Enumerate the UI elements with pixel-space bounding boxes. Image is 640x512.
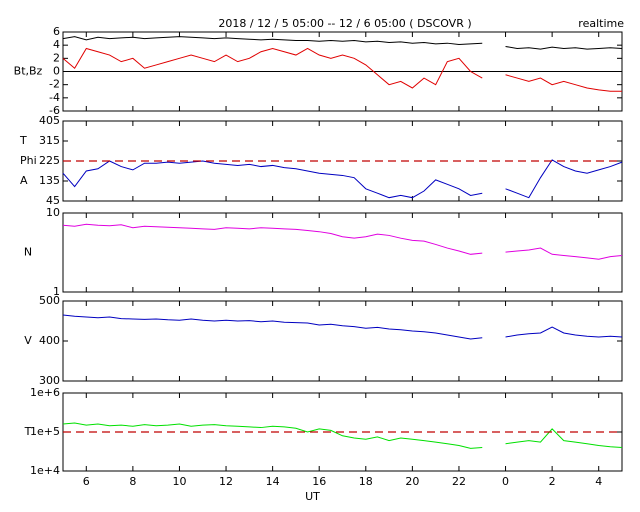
y-tick-label: 1e+5 (30, 425, 60, 438)
y-tick-label: 1 (53, 285, 60, 298)
y-tick-label: 400 (39, 334, 60, 347)
data-line (62, 422, 623, 449)
x-tick-label: 2 (549, 475, 556, 488)
y-axis-label: T (19, 134, 27, 147)
y-tick-label: 1e+4 (30, 464, 60, 477)
x-tick-label: 16 (312, 475, 326, 488)
data-line (62, 314, 623, 340)
y-tick-label: 45 (46, 194, 60, 207)
data-line (62, 36, 623, 50)
x-tick-label: 14 (266, 475, 280, 488)
data-line (62, 159, 623, 199)
y-axis-label: Phi (20, 154, 37, 167)
x-tick-label: 10 (172, 475, 186, 488)
y-tick-label: 2 (53, 51, 60, 64)
x-tick-label: 6 (83, 475, 90, 488)
x-tick-label: 12 (219, 475, 233, 488)
y-tick-label: 4 (53, 38, 60, 51)
panel-frame (62, 212, 623, 293)
x-tick-label: 4 (595, 475, 602, 488)
y-tick-label: 500 (39, 294, 60, 307)
y-tick-label: 10 (46, 206, 60, 219)
x-tick-label: 18 (359, 475, 373, 488)
chart-title: 2018 / 12 / 5 05:00 -- 12 / 6 05:00 ( DS… (218, 17, 471, 30)
y-axis-label: T (24, 425, 32, 438)
x-tick-label: 20 (405, 475, 419, 488)
y-tick-label: 225 (39, 154, 60, 167)
x-tick-label: 8 (129, 475, 136, 488)
status-label: realtime (578, 17, 624, 30)
x-tick-label: 22 (452, 475, 466, 488)
y-axis-label: N (24, 246, 32, 259)
y-tick-label: 135 (39, 174, 60, 187)
y-tick-label: 0 (53, 65, 60, 78)
y-axis-label: Bt,Bz (14, 65, 43, 78)
y-tick-label: 300 (39, 374, 60, 387)
y-tick-label: 1e+6 (30, 386, 60, 399)
x-axis-label: UT (305, 490, 320, 503)
y-tick-label: -2 (49, 78, 60, 91)
y-tick-label: -4 (49, 91, 60, 104)
x-tick-label: 0 (502, 475, 509, 488)
y-tick-label: 6 (53, 25, 60, 38)
y-axis-label: V (24, 334, 32, 347)
y-tick-label: -6 (49, 104, 60, 117)
y-axis-label: A (20, 174, 28, 187)
y-tick-label: 405 (39, 114, 60, 127)
y-tick-label: 315 (39, 134, 60, 147)
data-line (62, 223, 623, 260)
data-line (62, 47, 622, 92)
